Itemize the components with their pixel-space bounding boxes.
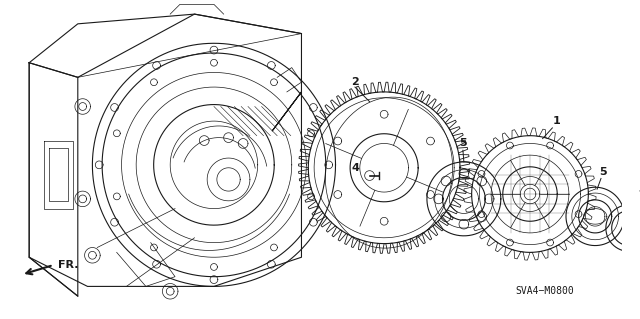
- Text: 5: 5: [459, 138, 467, 148]
- Text: 2: 2: [351, 77, 359, 87]
- Text: 5: 5: [599, 167, 607, 177]
- Text: 4: 4: [351, 163, 359, 173]
- Text: 1: 1: [552, 116, 560, 126]
- Text: 3: 3: [638, 184, 640, 194]
- Text: FR.: FR.: [58, 260, 79, 270]
- Text: SVA4−M0800: SVA4−M0800: [515, 286, 574, 296]
